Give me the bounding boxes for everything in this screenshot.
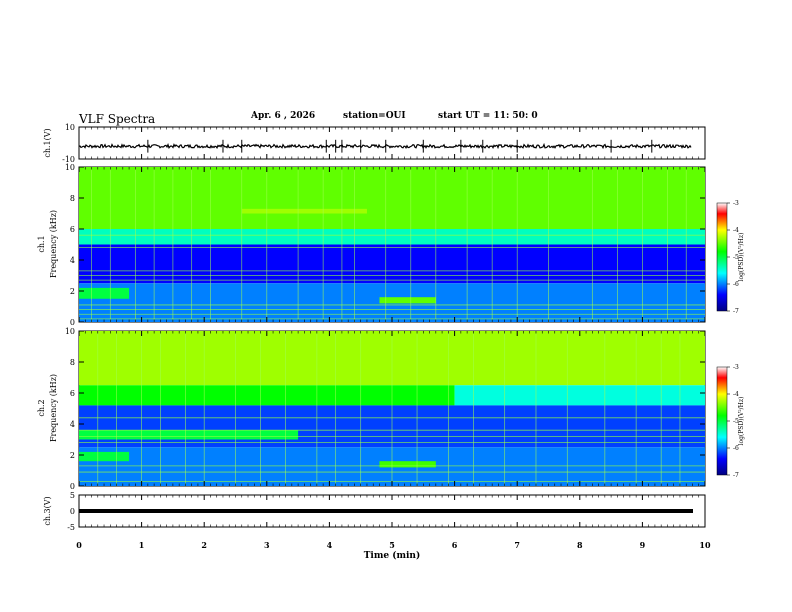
ch1-spectrogram-cbar-label-4: -7 <box>733 308 739 315</box>
ch2-spectrogram-heatmap <box>79 331 705 486</box>
ch1-spectrogram-cbar-label-1: -4 <box>733 227 739 234</box>
ch1-spectrogram-band-0 <box>79 167 705 229</box>
ch2-spectrogram-band-1 <box>79 385 455 406</box>
ch1-waveform-line <box>78 142 692 150</box>
ch1-spectrogram-band-6 <box>241 208 367 214</box>
ch2-spectrogram-cbar-label-2: -5 <box>733 418 739 425</box>
ch2-spectrogram-ytick-label-2: 4 <box>70 420 75 429</box>
ch1-spectrogram-ytick-label-3: 6 <box>70 225 75 234</box>
ch2-spectrogram-cbar-label-3: -6 <box>733 445 739 452</box>
x-tick-label-2: 2 <box>201 540 207 550</box>
ch3-waveform-ytick-label-1: 0 <box>70 507 75 516</box>
ch1-spectrogram-cbar-label-2: -5 <box>733 254 739 261</box>
x-tick-label-8: 8 <box>577 540 583 550</box>
chart-title: VLF Spectra <box>79 112 156 126</box>
ch1-spectrogram-ytick-label-2: 4 <box>70 256 75 265</box>
ch1-spectrogram-ytick-label-0: 0 <box>70 318 75 327</box>
ch3-waveform-ytick-label-0: 5 <box>70 491 75 500</box>
date-label: Apr. 6 , 2026 <box>251 111 316 121</box>
ch2-spectrogram-ytick-label-0: 0 <box>70 482 75 491</box>
ch2-colorbar <box>716 366 728 476</box>
ch1-spectrogram-ylabel: ch.1 <box>37 235 46 252</box>
x-tick-label-7: 7 <box>514 540 520 550</box>
x-tick-label-3: 3 <box>264 540 270 550</box>
ch2-spectrogram-band-2 <box>454 385 705 406</box>
x-tick-label-9: 9 <box>640 540 646 550</box>
x-tick-label-10: 10 <box>699 540 711 550</box>
x-tick-label-4: 4 <box>327 540 333 550</box>
ch1-waveform-ylabel: ch.1(V) <box>43 128 52 157</box>
ch1-spectrogram-ylabel2: Frequency (kHz) <box>49 210 58 278</box>
x-tick-label-0: 0 <box>76 540 82 550</box>
ch2-spectrogram-ytick-label-4: 8 <box>70 358 75 367</box>
ch1-colorbar <box>716 202 728 312</box>
ch2-colorbar-label: log(PSD)(V²/Hz) <box>738 397 745 446</box>
ch3-waveform-ylabel: ch.3(V) <box>43 496 52 525</box>
ch1-waveform-ytick-label-1: -10 <box>62 155 75 164</box>
start-time-label: start UT = 11: 50: 0 <box>438 111 538 121</box>
station-label: station=OUI <box>343 111 406 121</box>
ch2-spectrogram-cbar-label-0: -3 <box>733 364 739 371</box>
x-tick-label-1: 1 <box>139 540 145 550</box>
ch1-spectrogram-band-5 <box>379 297 436 304</box>
ch1-spectrogram-heatmap <box>79 167 705 322</box>
ch1-spectrogram-band-4 <box>79 287 130 299</box>
ch1-spectrogram-cbar-label-0: -3 <box>733 200 739 207</box>
ch1-waveform-ytick-label-0: 10 <box>65 123 75 132</box>
ch2-spectrogram-ytick-label-3: 6 <box>70 389 75 398</box>
ch1-spectrogram-ytick-label-4: 8 <box>70 194 75 203</box>
ch2-spectrogram-ytick-label-1: 2 <box>70 451 75 460</box>
ch2-spectrogram-ytick-label-5: 10 <box>65 327 75 336</box>
ch1-spectrogram-band-2 <box>79 244 705 284</box>
ch1-colorbar-label: log(PSD)(V²/Hz) <box>738 233 745 282</box>
ch1-spectrogram-ytick-label-5: 10 <box>65 163 75 172</box>
x-tick-label-6: 6 <box>452 540 458 550</box>
ch1-spectrogram-ytick-label-1: 2 <box>70 287 75 296</box>
ch2-spectrogram-band-7 <box>79 430 299 440</box>
ch2-spectrogram-band-6 <box>379 461 436 468</box>
ch2-spectrogram-ylabel: ch.2 <box>37 399 46 416</box>
ch2-spectrogram-band-5 <box>79 451 130 462</box>
ch2-spectrogram-cbar-label-4: -7 <box>733 472 739 479</box>
ch2-spectrogram-cbar-label-1: -4 <box>733 391 739 398</box>
x-axis-label: Time (min) <box>364 550 421 561</box>
x-tick-label-5: 5 <box>389 540 395 550</box>
ch3-waveform-ytick-label-2: -5 <box>67 523 75 532</box>
ch1-spectrogram-cbar-label-3: -6 <box>733 281 739 288</box>
ch2-spectrogram-ylabel2: Frequency (kHz) <box>49 374 58 442</box>
